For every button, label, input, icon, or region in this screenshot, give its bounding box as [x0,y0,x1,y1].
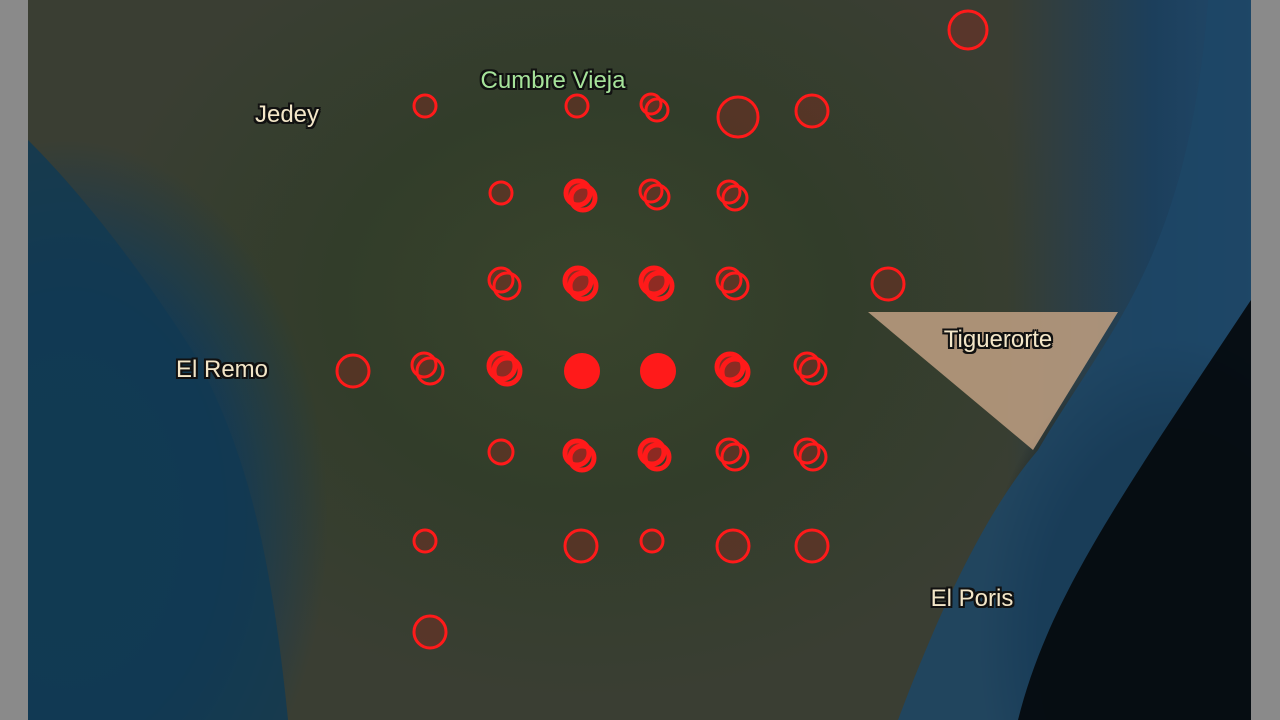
map-marker[interactable] [716,95,760,139]
marker-ring [642,442,672,472]
marker-ring [721,184,749,212]
map-marker[interactable] [410,351,445,386]
marker-ring [716,95,760,139]
map-marker[interactable] [794,528,830,564]
marker-ring [487,438,515,466]
map-marker[interactable] [562,438,597,473]
marker-ring [793,437,821,465]
marker-ring [640,353,676,389]
marker-ring [870,266,906,302]
map-marker[interactable] [639,528,665,554]
marker-ring [644,97,670,123]
place-label-jedey: Jedey [254,101,320,128]
marker-ring [643,183,671,211]
map-marker[interactable] [870,266,906,302]
marker-ring [567,270,599,302]
map-marker[interactable] [715,437,750,472]
marker-ring [639,528,665,554]
place-label-el-remo: El Remo [175,356,269,383]
marker-ring [564,353,600,389]
marker-ring [335,353,371,389]
map-marker[interactable] [563,528,599,564]
map-marker[interactable] [562,265,599,302]
map-marker[interactable] [715,266,750,301]
map-marker[interactable] [793,351,828,386]
marker-ring [720,271,750,301]
map-marker[interactable] [639,92,670,123]
map-marker[interactable] [487,438,515,466]
map-marker[interactable] [564,93,590,119]
tiguerorte-area [868,312,1118,450]
map-marker[interactable] [564,353,600,389]
shadow-area [1018,300,1251,720]
marker-ring [798,442,828,472]
marker-ring [720,442,750,472]
marker-ring [488,180,514,206]
map-marker[interactable] [638,178,671,211]
marker-ring [487,266,515,294]
marker-ring [715,437,743,465]
marker-ring [794,528,830,564]
marker-ring [415,356,445,386]
map-marker[interactable] [714,351,751,388]
map-marker[interactable] [563,178,598,213]
marker-ring [947,9,989,51]
map-marker[interactable] [716,179,749,212]
marker-layer [335,9,989,650]
map-marker[interactable] [335,353,371,389]
marker-ring [410,351,438,379]
marker-ring [715,266,743,294]
marker-ring [794,93,830,129]
marker-ring [719,356,751,388]
marker-ring [564,93,590,119]
marker-ring [412,614,448,650]
marker-ring [639,92,663,116]
map-marker[interactable] [488,180,514,206]
satellite-map[interactable]: Jedey Cumbre Vieja El Remo Tiguerorte El… [28,0,1251,720]
marker-ring [715,528,751,564]
marker-ring [492,271,522,301]
map-marker[interactable] [794,93,830,129]
place-label-el-poris: El Poris [930,585,1014,612]
marker-ring [563,528,599,564]
map-marker[interactable] [637,437,672,472]
place-label-tiguerorte: Tiguerorte [943,326,1053,353]
marker-ring [412,528,438,554]
map-marker[interactable] [793,437,828,472]
map-marker[interactable] [638,265,675,302]
map-marker[interactable] [487,266,522,301]
marker-ring [491,355,523,387]
marker-ring [716,179,742,205]
map-marker[interactable] [486,350,523,387]
map-marker[interactable] [947,9,989,51]
west-ocean [28,140,288,720]
map-marker[interactable] [412,528,438,554]
marker-ring [567,443,597,473]
marker-ring [793,351,821,379]
marker-ring [643,270,675,302]
marker-ring [568,183,598,213]
map-marker[interactable] [640,353,676,389]
marker-ring [638,178,664,204]
place-label-cumbre-vieja: Cumbre Vieja [480,67,626,94]
marker-ring [798,356,828,386]
terrain-layer [28,0,1251,720]
map-marker[interactable] [412,93,438,119]
marker-ring [412,93,438,119]
map-marker[interactable] [715,528,751,564]
map-marker[interactable] [412,614,448,650]
